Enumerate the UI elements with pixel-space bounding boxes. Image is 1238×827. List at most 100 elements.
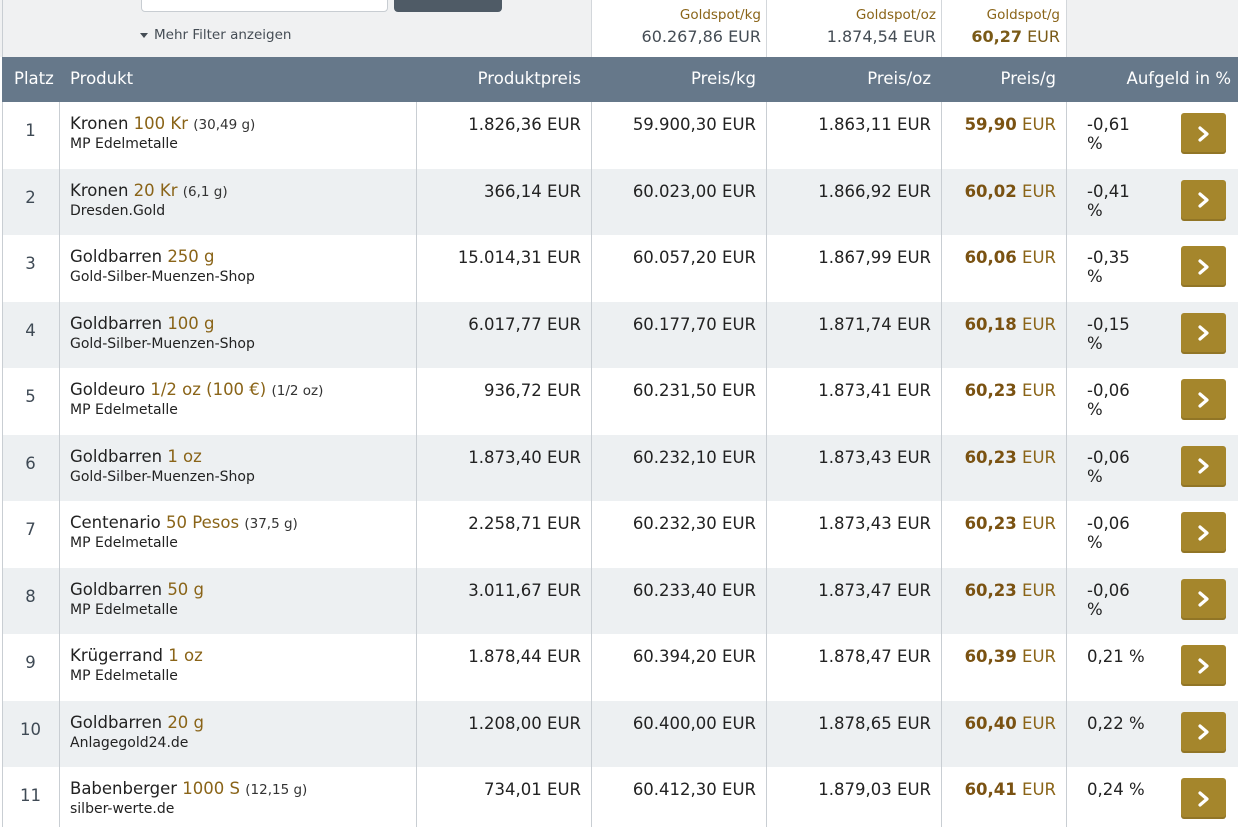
dealer-name: Gold-Silber-Muenzen-Shop <box>70 269 255 285</box>
header-price[interactable]: Produktpreis <box>477 69 581 88</box>
price-per-g: 60,23 EUR <box>941 581 1056 600</box>
product-name-line: Goldbarren 1 oz <box>70 447 255 466</box>
product-size: 1000 S <box>182 779 241 798</box>
dealer-name: Anlagegold24.de <box>70 734 189 751</box>
product-cell[interactable]: Kronen 20 Kr (6,1 g) Dresden.Gold <box>70 181 228 219</box>
table-header: Platz Produkt Produktpreis Preis/kg Prei… <box>2 57 1238 102</box>
product-cell[interactable]: Goldbarren 250 g Gold-Silber-Muenzen-Sho… <box>70 247 255 285</box>
price-per-oz: 1.866,92 EUR <box>818 181 931 201</box>
header-rank[interactable]: Platz <box>14 69 54 88</box>
product-name: Kronen <box>70 180 129 200</box>
product-price: 3.011,67 EUR <box>468 580 581 600</box>
header-price-oz[interactable]: Preis/oz <box>867 69 931 88</box>
table-row[interactable]: 11 Babenberger 1000 S (12,15 g) silber-wer… <box>2 767 1238 827</box>
header-price-kg[interactable]: Preis/kg <box>690 69 756 88</box>
row-detail-button[interactable] <box>1181 379 1226 420</box>
product-cell[interactable]: Goldbarren 1 oz Gold-Silber-Muenzen-Shop <box>70 447 255 485</box>
row-detail-button[interactable] <box>1181 645 1226 686</box>
search-input[interactable] <box>141 0 388 12</box>
column-divider <box>941 102 942 827</box>
price-per-kg: 60.057,20 EUR <box>632 248 756 267</box>
column-divider <box>59 102 60 827</box>
more-filter-label: Mehr Filter anzeigen <box>154 27 292 43</box>
product-size: 1 oz <box>168 646 203 665</box>
chevron-right-icon <box>1197 192 1209 208</box>
row-detail-button[interactable] <box>1181 445 1226 487</box>
product-name: Goldbarren <box>70 247 163 266</box>
price-per-oz: 1.879,03 EUR <box>818 780 931 799</box>
product-price: 1.878,44 EUR <box>468 647 581 666</box>
chevron-right-icon <box>1197 125 1209 142</box>
dealer-name: Dresden.Gold <box>70 202 166 219</box>
premium-percent: -0,35 % <box>1087 248 1130 286</box>
table-row[interactable]: 3 Goldbarren 250 g Gold-Silber-Muenzen-Sh… <box>2 235 1238 302</box>
search-button[interactable] <box>394 0 502 12</box>
goldspot-oz: Goldspot/oz 1.874,54 EUR <box>766 0 942 57</box>
product-size: 50 Pesos <box>166 513 240 532</box>
table-row[interactable]: 2 Kronen 20 Kr (6,1 g) Dresden.Gold 366,14 … <box>2 168 1238 235</box>
row-detail-button[interactable] <box>1181 246 1226 287</box>
product-weight: (30,49 g) <box>193 117 256 133</box>
column-divider <box>1066 102 1067 827</box>
row-detail-button[interactable] <box>1181 179 1226 221</box>
product-cell[interactable]: Goldbarren 100 g Gold-Silber-Muenzen-Sho… <box>70 314 255 352</box>
price-per-g-number: 60,06 <box>964 248 1017 267</box>
price-per-kg: 60.232,30 EUR <box>632 514 756 533</box>
premium-percent: 0,22 % <box>1087 713 1145 733</box>
column-divider <box>2 102 3 827</box>
product-price: 734,01 EUR <box>484 780 581 799</box>
premium-percent: -0,15 % <box>1087 314 1130 353</box>
product-cell[interactable]: Goldeuro 1/2 oz (100 €) (1/2 oz) MP Edelm… <box>70 380 323 418</box>
rank-cell: 7 <box>25 520 36 539</box>
product-size: 50 g <box>167 579 205 599</box>
price-per-kg: 60.177,70 EUR <box>632 314 756 334</box>
product-cell[interactable]: Kronen 100 Kr (30,49 g) MP Edelmetalle <box>70 114 255 152</box>
header-price-g[interactable]: Preis/g <box>1000 69 1056 88</box>
chevron-right-icon <box>1197 790 1209 807</box>
dealer-name: MP Edelmetalle <box>70 535 178 551</box>
row-detail-button[interactable] <box>1181 578 1226 620</box>
row-detail-button[interactable] <box>1181 113 1226 154</box>
product-name: Goldbarren <box>70 712 163 732</box>
table-row[interactable]: 5 Goldeuro 1/2 oz (100 €) (1/2 oz) MP Edel… <box>2 368 1238 435</box>
price-per-g-unit: EUR <box>1022 713 1056 733</box>
dealer-name: Gold-Silber-Muenzen-Shop <box>70 335 255 352</box>
table-row[interactable]: 9 Krügerrand 1 oz MP Edelmetalle 1.878,44 … <box>2 634 1238 701</box>
goldspot-kg-label: Goldspot/kg <box>679 7 761 23</box>
column-divider <box>416 102 417 827</box>
product-cell[interactable]: Centenario 50 Pesos (37,5 g) MP Edelmetal… <box>70 513 298 551</box>
product-cell[interactable]: Krügerrand 1 oz MP Edelmetalle <box>70 646 203 684</box>
table-row[interactable]: 8 Goldbarren 50 g MP Edelmetalle 3.011,67 … <box>2 567 1238 634</box>
product-price: 936,72 EUR <box>484 381 581 400</box>
row-detail-button[interactable] <box>1181 778 1226 819</box>
product-name-line: Krügerrand 1 oz <box>70 646 203 665</box>
price-per-g-number: 59,90 <box>964 115 1017 134</box>
price-per-oz: 1.878,65 EUR <box>818 713 931 733</box>
caret-down-icon <box>140 32 148 38</box>
product-cell[interactable]: Babenberger 1000 S (12,15 g) silber-werte… <box>70 779 307 817</box>
premium-percent: 0,24 % <box>1087 780 1145 799</box>
product-name: Goldbarren <box>70 579 163 599</box>
product-size: 250 g <box>167 247 215 266</box>
table-row[interactable]: 10 Goldbarren 20 g Anlagegold24.de 1.208,0… <box>2 700 1238 767</box>
table-row[interactable]: 6 Goldbarren 1 oz Gold-Silber-Muenzen-Sho… <box>2 434 1238 501</box>
table-row[interactable]: 4 Goldbarren 100 g Gold-Silber-Muenzen-Sh… <box>2 301 1238 368</box>
product-name: Goldeuro <box>70 380 146 399</box>
product-cell[interactable]: Goldbarren 50 g MP Edelmetalle <box>70 580 204 618</box>
header-product[interactable]: Produkt <box>70 69 134 88</box>
product-size: 20 g <box>167 712 205 732</box>
more-filter-toggle[interactable]: Mehr Filter anzeigen <box>140 27 291 43</box>
table-row[interactable]: 1 Kronen 100 Kr (30,49 g) MP Edelmetalle 1.… <box>2 102 1238 169</box>
rank-cell: 4 <box>25 320 36 340</box>
premium-percent: -0,06 % <box>1087 580 1130 619</box>
row-detail-button[interactable] <box>1181 711 1226 753</box>
row-detail-button[interactable] <box>1181 312 1226 354</box>
premium-percent: -0,41 % <box>1087 181 1130 220</box>
product-cell[interactable]: Goldbarren 20 g Anlagegold24.de <box>70 713 204 751</box>
dealer-name: MP Edelmetalle <box>70 136 178 152</box>
table-row[interactable]: 7 Centenario 50 Pesos (37,5 g) MP Edelmeta… <box>2 501 1238 568</box>
header-premium[interactable]: Aufgeld in % <box>1126 69 1231 88</box>
row-detail-button[interactable] <box>1181 512 1226 553</box>
price-per-g: 60,23 EUR <box>941 514 1056 533</box>
price-per-g-number: 60,23 <box>964 514 1017 533</box>
